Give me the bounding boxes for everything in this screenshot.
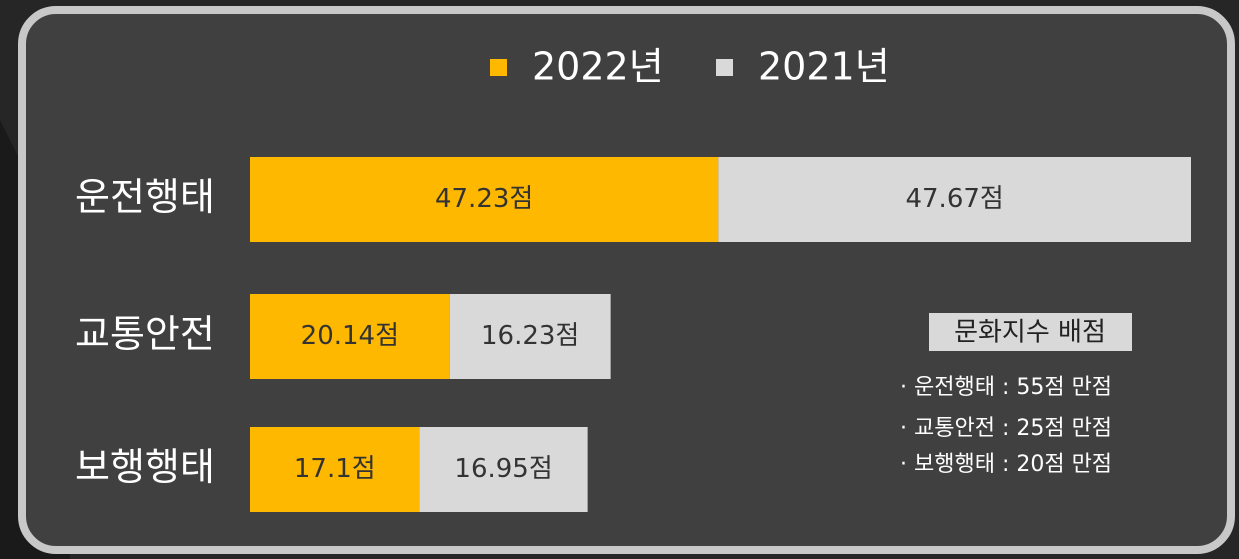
bar-segment	[449, 294, 611, 379]
value-label: 47.67점	[905, 184, 1003, 214]
value-label: 17.1점	[294, 454, 376, 484]
legend-swatch	[716, 59, 733, 76]
bar-segment	[250, 427, 420, 512]
annotation-item: · 보행행태 : 20점 만점	[900, 452, 1112, 477]
annotation-box	[929, 313, 1132, 351]
legend-label: 2021년	[758, 45, 890, 89]
bar-segment	[718, 157, 1191, 242]
category-label: 보행행태	[75, 445, 215, 489]
panel	[18, 6, 1235, 554]
value-label: 16.95점	[454, 454, 552, 484]
annotation-title: 문화지수 배점	[954, 318, 1106, 348]
bar-segment	[250, 294, 450, 379]
value-label: 16.23점	[481, 321, 579, 351]
annotation-item: · 교통안전 : 25점 만점	[900, 416, 1112, 441]
category-label: 운전행태	[75, 175, 215, 219]
legend-label: 2022년	[532, 45, 664, 89]
value-label: 20.14점	[301, 321, 399, 351]
bar-segment	[419, 427, 588, 512]
annotation-item: · 운전행태 : 55점 만점	[900, 375, 1112, 400]
value-label: 47.23점	[435, 184, 533, 214]
bar-segment	[250, 157, 719, 242]
legend-swatch	[490, 59, 507, 76]
category-label: 교통안전	[75, 312, 215, 356]
